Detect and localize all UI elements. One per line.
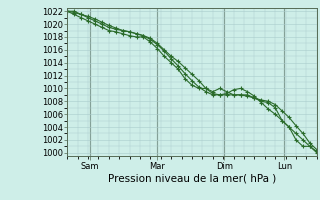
X-axis label: Pression niveau de la mer( hPa ): Pression niveau de la mer( hPa ) — [108, 173, 276, 183]
